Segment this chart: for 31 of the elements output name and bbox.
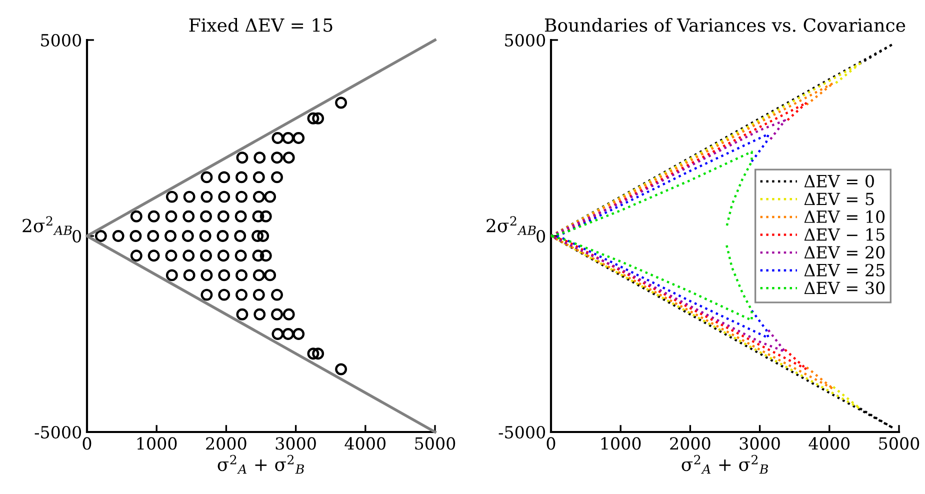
x-tick-label: 2000 — [670, 437, 710, 450]
y-tick-label: 5000 — [41, 34, 82, 47]
legend-label: ΔEV = 10 — [804, 210, 885, 224]
x-tick-label: 5000 — [879, 437, 920, 450]
legend-label: ΔEV = 25 — [804, 264, 884, 276]
y-tick-label: 0 — [536, 230, 546, 243]
y-axis-title: 2σ$^{2}$$_{AB}$ — [486, 216, 536, 235]
y-axis-title: 2σ$^{2}$$_{AB}$ — [22, 216, 72, 235]
y-tick-label: 5000 — [505, 34, 546, 47]
x-tick-label: 4000 — [808, 437, 850, 450]
legend-label: ΔEV − 15 — [804, 228, 884, 241]
legend-label: ΔEV = 20 — [804, 246, 885, 259]
x-axis-title: σ$^{2}$$_{A}$ + σ$^{2}$$_{B}$ — [682, 454, 768, 474]
legend-label: ΔEV = 5 — [804, 192, 874, 206]
x-tick-label: 0 — [82, 437, 92, 450]
x-tick-label: 3000 — [740, 437, 780, 450]
x-tick-label: 2000 — [206, 437, 246, 450]
y-tick-label: 0 — [72, 230, 82, 243]
x-tick-label: 5000 — [415, 437, 456, 450]
x-tick-label: 1000 — [601, 437, 641, 450]
y-tick-label: -5000 — [498, 426, 546, 439]
x-tick-label: 0 — [546, 437, 556, 450]
x-tick-label: 4000 — [344, 437, 386, 450]
y-tick-label: -5000 — [34, 426, 82, 439]
x-tick-label: 1000 — [137, 437, 177, 450]
legend-label: ΔEV = 30 — [804, 282, 885, 294]
legend-label: ΔEV = 0 — [804, 174, 874, 188]
chart-title: Fixed ΔEV = 15 — [189, 18, 332, 32]
x-tick-label: 3000 — [276, 437, 316, 450]
x-axis-title: σ$^{2}$$_{A}$ + σ$^{2}$$_{B}$ — [218, 454, 304, 474]
chart-title: Boundaries of Variances vs. Covariance — [544, 18, 906, 32]
